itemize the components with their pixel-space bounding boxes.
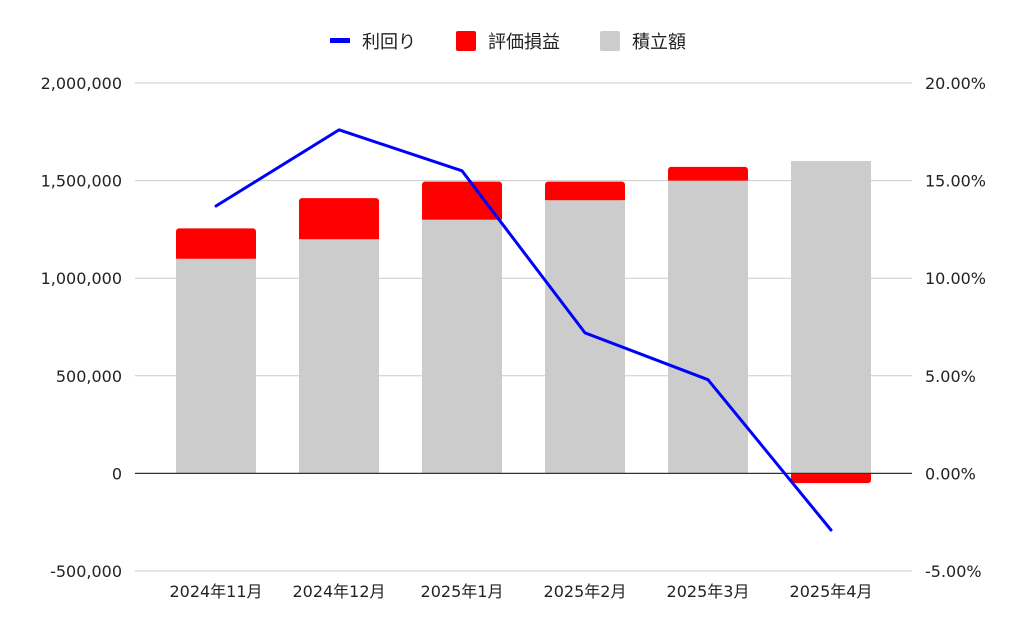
legend-swatch-line [330,38,350,43]
bar-contribution [176,259,256,474]
left-axis-tick-label: 1,500,000 [41,172,122,191]
bar-contribution [791,161,871,473]
x-axis-tick-label: 2025年3月 [667,582,750,601]
left-axis-tick-label: -500,000 [50,562,122,581]
right-axis-tick-label: 10.00% [925,269,986,288]
x-axis-tick-label: 2025年1月 [421,582,504,601]
left-axis-tick-label: 0 [112,464,122,483]
left-axis-tick-label: 500,000 [56,367,122,386]
legend-swatch [600,31,620,51]
bar-pnl [176,228,256,258]
right-axis-tick-label: 15.00% [925,172,986,191]
left-axis-tick-label: 2,000,000 [41,74,122,93]
legend-label: 積立額 [632,32,686,53]
right-axis-tick-label: 0.00% [925,464,976,483]
legend-swatch [456,31,476,51]
x-axis-tick-label: 2024年12月 [292,582,385,601]
bar-pnl-base [422,216,502,220]
x-axis-tick-label: 2025年4月 [790,582,873,601]
bar-pnl [422,182,502,220]
bar-pnl-base [176,255,256,259]
bar-pnl-base [299,235,379,239]
bar-contribution [299,239,379,473]
right-axis-tick-label: 5.00% [925,367,976,386]
x-axis-tick-label: 2025年2月 [544,582,627,601]
right-axis-tick-label: -5.00% [925,562,982,581]
bar-contribution [668,181,748,474]
bar-pnl-base [668,177,748,181]
bar-contribution [545,200,625,473]
right-axis-tick-label: 20.00% [925,74,986,93]
bar-pnl [299,198,379,239]
x-axis-tick-label: 2024年11月 [169,582,262,601]
legend-label: 評価損益 [488,32,560,53]
left-axis-tick-label: 1,000,000 [41,269,122,288]
bar-contribution [422,220,502,474]
bar-pnl-base [545,196,625,200]
legend-label: 利回り [362,32,416,53]
